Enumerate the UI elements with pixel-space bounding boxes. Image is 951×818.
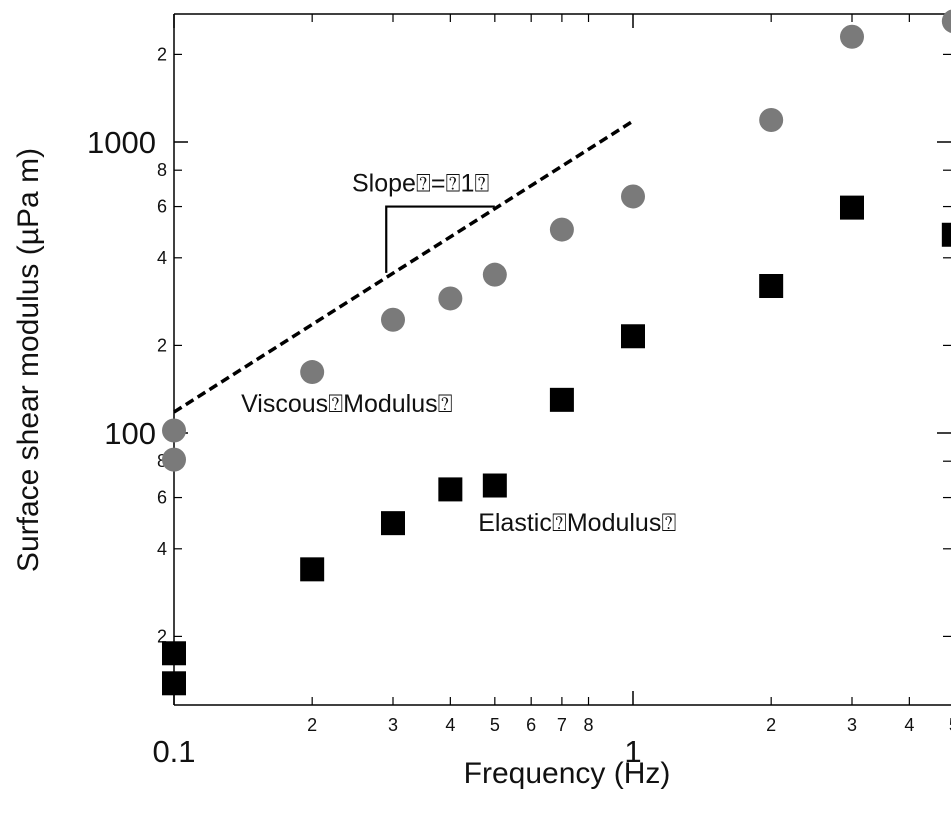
x-minor-tick-label: 2 [307,715,317,735]
elastic-modulus-point [438,477,463,502]
data-markers [162,9,951,696]
y-minor-tick-label: 2 [157,44,167,64]
y-minor-tick-label: 2 [157,626,167,646]
elastic-modulus-point [621,324,645,349]
y-minor-tick-label: 4 [157,539,167,559]
elastic-modulus-label: Elastic⍰Modulus⍰ [478,509,676,537]
elastic-modulus-point [549,387,574,412]
x-minor-tick-label: 4 [904,715,914,735]
slope-triangle [385,205,495,273]
y-axis-title: Surface shear modulus (µPa m) [12,148,45,572]
y-minor-tick-label: 8 [157,451,167,471]
viscous-modulus-label: Viscous⍰Modulus⍰ [241,390,453,418]
viscous-modulus-point [482,262,507,287]
viscous-modulus-point [549,217,574,242]
x-minor-tick-label: 3 [847,715,857,735]
elastic-modulus-point [839,195,864,220]
elastic-modulus-point [759,274,784,299]
viscous-modulus-point [162,418,186,443]
viscous-modulus-point [300,360,325,385]
elastic-modulus-point [941,222,951,247]
x-minor-tick-label: 2 [766,715,776,735]
viscous-modulus-point [839,24,864,49]
viscous-modulus-point [759,108,784,133]
dashed-slope-line [173,119,634,414]
viscous-modulus-point [621,184,645,209]
y-major-tick-label: 1000 [87,125,156,160]
slope-annotation: Slope⍰=⍰1⍰ [352,169,489,197]
axis-ticks [173,14,951,705]
elastic-modulus-point [300,557,325,582]
x-minor-tick-label: 8 [584,715,594,735]
elastic-modulus-point [482,473,507,498]
x-minor-tick-label: 3 [388,715,398,735]
x-minor-tick-label: 7 [557,715,567,735]
viscous-modulus-point [162,447,186,472]
y-minor-tick-label: 6 [157,197,167,217]
plot-frame [173,13,951,706]
elastic-modulus-point [162,671,186,696]
slope-triangle-legs [385,205,495,273]
x-minor-tick-label: 6 [526,715,536,735]
y-minor-tick-label: 4 [157,248,167,268]
y-minor-tick-label: 2 [157,335,167,355]
elastic-modulus-point [162,641,186,666]
viscous-modulus-point [438,286,463,311]
y-minor-tick-label: 6 [157,488,167,508]
viscous-modulus-point [380,307,405,332]
axis-tick-labels: 0.11234567823451001000246824682 [87,44,951,769]
slope-reference-line [173,119,634,414]
viscous-modulus-point [941,9,951,33]
elastic-modulus-point [380,511,405,536]
x-axis-title: Frequency (Hz) [464,757,671,790]
x-major-tick-label: 1 [624,734,641,769]
x-minor-tick-label: 5 [949,715,951,735]
y-minor-tick-label: 8 [157,160,167,180]
x-major-tick-label: 0.1 [152,734,195,769]
y-major-tick-label: 100 [104,416,156,451]
x-minor-tick-label: 4 [445,715,455,735]
x-minor-tick-label: 5 [490,715,500,735]
